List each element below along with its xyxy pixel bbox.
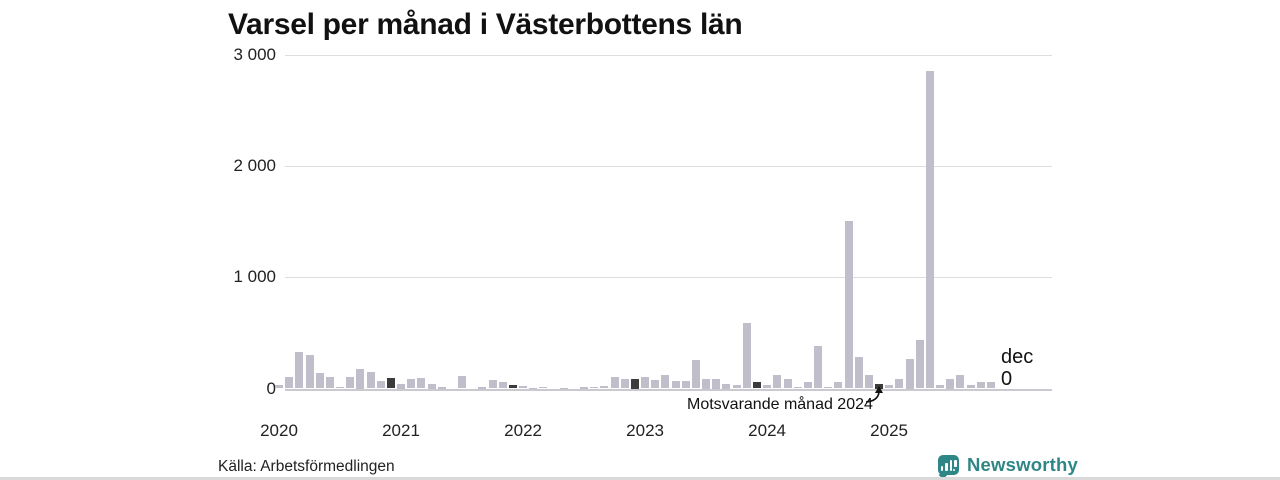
- bar: [478, 386, 487, 389]
- bar: [641, 376, 650, 389]
- bar: [305, 355, 314, 389]
- bar: [417, 377, 426, 389]
- gridline: [285, 55, 1052, 56]
- bottom-divider: [0, 477, 1280, 480]
- bar: [844, 220, 853, 389]
- x-axis-tick-label: 2023: [626, 421, 664, 440]
- y-axis-tick-label: 0: [266, 378, 276, 398]
- bar: [407, 379, 416, 389]
- gridline: [285, 277, 1052, 279]
- bar: [610, 377, 619, 389]
- bar: [702, 378, 711, 389]
- x-axis-tick-label: 2024: [748, 421, 786, 440]
- bar: [437, 386, 446, 389]
- bar: [712, 378, 721, 389]
- x-axis-tick-label: 2021: [382, 421, 420, 440]
- bar: [905, 358, 914, 389]
- bar: [315, 372, 324, 389]
- bar: [814, 346, 822, 389]
- bar: [895, 379, 904, 389]
- bar: [397, 383, 405, 389]
- bar: [275, 385, 283, 389]
- bar: [295, 352, 304, 389]
- bar: [824, 386, 833, 389]
- bar: [966, 384, 975, 389]
- bar: [671, 381, 680, 389]
- bar: [773, 375, 782, 389]
- bar: [925, 70, 934, 389]
- bar: [681, 381, 690, 389]
- bar: [559, 387, 568, 389]
- bar: [783, 379, 792, 389]
- brand-name: Newsworthy: [967, 454, 1078, 475]
- x-axis-tick-label: 2025: [870, 421, 908, 440]
- bar: [590, 386, 599, 389]
- bar: [793, 386, 802, 389]
- x-axis-line: [285, 388, 1052, 391]
- y-axis-tick-label: 1 000: [233, 267, 276, 287]
- x-axis-tick-label: 2022: [504, 421, 542, 440]
- bar: [346, 377, 355, 389]
- bar: [691, 359, 700, 389]
- bar: [580, 386, 589, 389]
- bar: [915, 340, 924, 389]
- annotation-label: Motsvarande månad 2024: [687, 396, 873, 413]
- bar: [376, 381, 385, 389]
- bar: [752, 381, 761, 389]
- bar: [508, 385, 517, 389]
- bar: [336, 387, 344, 389]
- bar: [661, 375, 670, 389]
- gridline: [285, 166, 1052, 168]
- bar: [864, 375, 873, 389]
- bar: [285, 377, 294, 389]
- bar: [325, 377, 334, 389]
- source-caption: Källa: Arbetsförmedlingen: [218, 458, 395, 475]
- bar: [498, 381, 507, 389]
- y-axis-tick-label: 3 000: [233, 45, 276, 64]
- newsworthy-logo-icon: [938, 455, 959, 480]
- bar: [529, 387, 538, 389]
- bar: [803, 382, 812, 389]
- bar: [946, 378, 955, 389]
- latest-month-value: 0: [1001, 368, 1013, 390]
- annotation-arrow-icon: [866, 386, 883, 403]
- bar: [936, 384, 944, 389]
- bar: [651, 380, 660, 389]
- bar: [427, 383, 436, 389]
- latest-month-value-label: dec 0: [1001, 346, 1033, 390]
- bar: [356, 368, 365, 389]
- bar: [854, 356, 863, 389]
- bar: [885, 385, 894, 389]
- x-axis-tick-label: 2020: [260, 421, 298, 440]
- bar: [834, 382, 843, 389]
- bar: [519, 385, 528, 389]
- bar: [722, 383, 731, 389]
- bar: [600, 385, 609, 389]
- bar: [488, 380, 497, 389]
- bar: [366, 371, 375, 389]
- bar: [539, 386, 548, 389]
- y-axis-tick-label: 2 000: [233, 156, 276, 176]
- bar: [986, 382, 995, 389]
- bar: [386, 377, 395, 389]
- bar: [620, 379, 629, 389]
- bar: [956, 375, 965, 389]
- bar: [763, 384, 772, 389]
- latest-month-label: dec: [1001, 346, 1034, 368]
- bar: [458, 376, 466, 389]
- bar: [732, 384, 741, 389]
- bar: [742, 322, 751, 389]
- chart-title: Varsel per månad i Västerbottens län: [228, 8, 743, 41]
- branding: Newsworthy: [938, 454, 1078, 480]
- bar: [976, 382, 985, 389]
- bar: [630, 378, 639, 389]
